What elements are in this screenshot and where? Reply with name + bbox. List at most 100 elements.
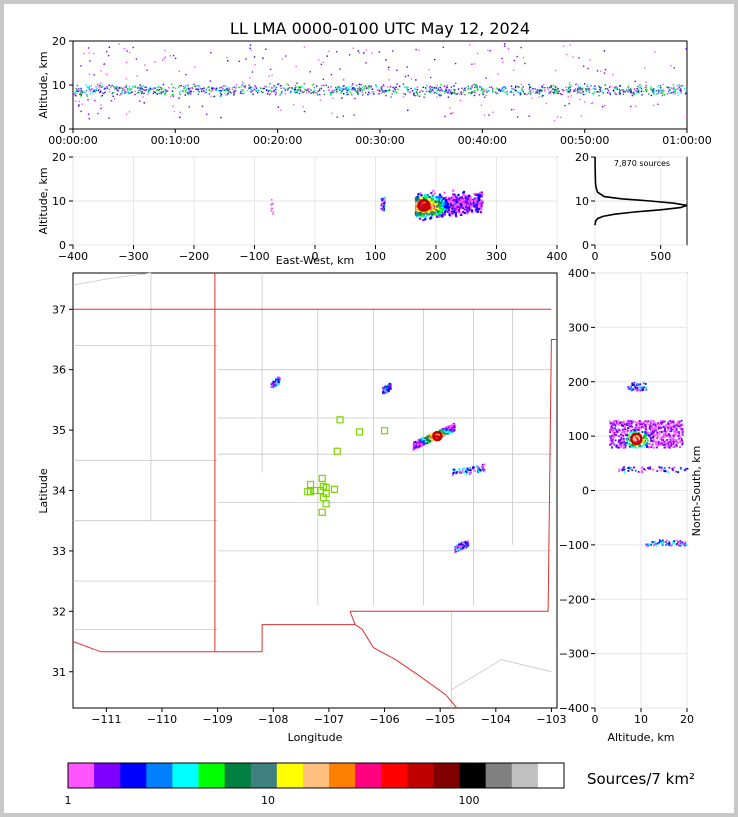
source-point (270, 204, 273, 206)
source-point (681, 541, 684, 544)
source-point (97, 84, 99, 87)
source-point (506, 93, 508, 95)
source-point (655, 90, 658, 92)
source-point (112, 91, 115, 93)
y-tick-label: 10 (52, 79, 66, 92)
source-point (501, 87, 503, 89)
source-point (636, 386, 639, 389)
source-point (431, 435, 433, 438)
source-point (481, 89, 483, 91)
source-point (382, 207, 385, 209)
source-point (443, 429, 446, 432)
source-point (636, 87, 638, 90)
source-point (425, 90, 428, 93)
source-point (685, 92, 687, 94)
y-tick-label: 20 (52, 35, 66, 48)
source-point (646, 421, 648, 424)
source-point (407, 74, 410, 77)
source-point (619, 443, 622, 446)
source-point (677, 471, 680, 474)
source-point (628, 442, 631, 445)
source-point (271, 382, 274, 385)
source-point (271, 87, 273, 89)
source-point (430, 191, 433, 195)
source-point (470, 93, 472, 95)
source-point (272, 213, 274, 215)
source-point (312, 84, 314, 86)
source-point (621, 89, 623, 91)
source-point (116, 93, 118, 96)
source-point (348, 54, 351, 56)
source-point (659, 443, 662, 446)
source-point (659, 85, 662, 87)
source-point (190, 87, 192, 89)
source-point (677, 92, 679, 94)
source-point (496, 92, 499, 95)
source-point (316, 92, 318, 94)
source-point (674, 445, 677, 448)
source-point (637, 91, 640, 94)
source-point (529, 86, 532, 88)
source-point (448, 200, 451, 204)
source-point (422, 213, 426, 216)
source-point (470, 209, 474, 212)
source-point (427, 435, 430, 438)
station-marker (333, 447, 341, 455)
source-point (432, 87, 434, 89)
source-point (621, 421, 624, 424)
source-point (462, 471, 465, 474)
source-point (498, 89, 500, 91)
source-point (76, 84, 79, 87)
source-point (589, 59, 591, 61)
source-point (610, 442, 613, 445)
time-height-ylabel: Altitude, km (37, 51, 50, 118)
source-point (638, 89, 641, 92)
source-point (157, 86, 159, 89)
source-point (335, 88, 338, 91)
source-point (658, 466, 661, 468)
source-point (97, 112, 99, 115)
source-point (463, 208, 466, 211)
colorbar-tick-label: 10 (261, 794, 275, 807)
source-point (514, 86, 517, 89)
source-point (313, 86, 316, 89)
source-point (157, 85, 160, 88)
source-point (251, 90, 254, 92)
source-point (278, 83, 280, 85)
source-point (125, 78, 128, 80)
source-point (665, 441, 668, 444)
source-point (574, 88, 577, 90)
source-point (458, 545, 461, 548)
source-point (383, 85, 385, 87)
source-point (442, 432, 445, 435)
source-point (134, 93, 136, 96)
source-point (155, 87, 157, 89)
source-point (610, 425, 613, 428)
source-point (320, 87, 323, 90)
source-point (394, 88, 397, 91)
source-point (615, 421, 618, 424)
source-point (639, 423, 642, 426)
y-tick-label: 0 (59, 123, 66, 136)
source-point (475, 205, 478, 208)
source-point (449, 426, 452, 429)
source-point (296, 82, 298, 84)
source-point (661, 421, 664, 424)
source-point (470, 199, 474, 203)
source-point (424, 197, 427, 200)
source-point (383, 392, 386, 395)
source-point (679, 440, 682, 442)
source-point (116, 88, 118, 91)
source-point (429, 208, 432, 211)
source-point (235, 86, 237, 88)
source-point (195, 88, 198, 91)
source-point (483, 469, 486, 471)
source-point (123, 86, 126, 88)
source-point (277, 106, 279, 108)
source-point (434, 200, 437, 203)
source-point (588, 91, 591, 93)
source-point (126, 50, 128, 52)
source-point (433, 87, 436, 89)
source-point (659, 436, 662, 439)
